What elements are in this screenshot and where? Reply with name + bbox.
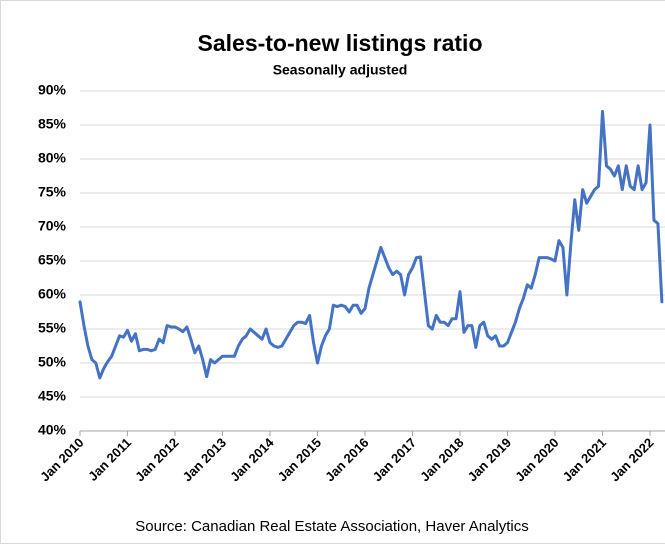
y-tick-label: 90% <box>38 82 67 98</box>
y-tick-label: 85% <box>38 116 67 132</box>
y-tick-label: 65% <box>38 252 67 268</box>
y-tick-label: 45% <box>38 388 67 404</box>
chart-subtitle: Seasonally adjusted <box>273 62 408 78</box>
y-tick-label: 40% <box>38 422 67 438</box>
chart-title: Sales-to-new listings ratio <box>198 30 483 56</box>
y-tick-label: 80% <box>38 150 67 166</box>
data-line <box>78 109 664 380</box>
y-tick-label: 70% <box>38 218 67 234</box>
source-note: Source: Canadian Real Estate Association… <box>135 518 529 535</box>
y-tick-label: 50% <box>38 354 67 370</box>
y-tick-label: 75% <box>38 184 67 200</box>
y-tick-label: 60% <box>38 286 67 302</box>
y-tick-label: 55% <box>38 320 67 336</box>
